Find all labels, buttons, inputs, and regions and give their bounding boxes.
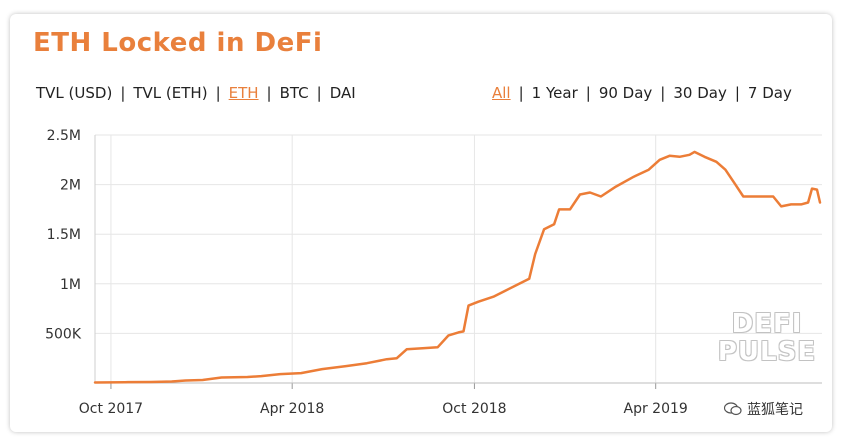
tab-eth[interactable]: ETH: [228, 84, 259, 102]
metric-selector: TVL (USD) | TVL (ETH) | ETH | BTC | DAI: [36, 84, 356, 102]
series-line-eth-locked: [93, 150, 822, 384]
nav-separator: |: [266, 84, 272, 102]
wechat-badge: 蓝狐笔记: [720, 398, 807, 420]
x-tick-label: Oct 2018: [442, 401, 506, 417]
nav-separator: |: [585, 84, 591, 102]
y-tick-label: 2M: [60, 178, 81, 194]
nav-separator: |: [215, 84, 221, 102]
series-layer: [93, 150, 822, 384]
x-tick-label: Apr 2019: [624, 401, 688, 417]
watermark-line-1: DEFI: [731, 309, 803, 339]
tab-tvl-usd[interactable]: TVL (USD): [36, 84, 113, 102]
range-30-day[interactable]: 30 Day: [673, 84, 727, 102]
nav-separator: |: [518, 84, 524, 102]
watermark-line-2: PULSE: [717, 337, 817, 367]
grid: [95, 134, 822, 383]
nav-separator: |: [120, 84, 126, 102]
nav-separator: |: [660, 84, 666, 102]
nav-separator: |: [734, 84, 740, 102]
nav-separator: |: [316, 84, 322, 102]
y-tick-label: 1M: [60, 277, 81, 293]
wechat-icon: [724, 402, 742, 416]
range-1-year[interactable]: 1 Year: [531, 84, 578, 102]
range-7-day[interactable]: 7 Day: [747, 84, 792, 102]
y-tick-label: 1.5M: [47, 227, 81, 243]
defi-pulse-watermark: DEFI PULSE: [712, 310, 822, 366]
tab-tvl-eth[interactable]: TVL (ETH): [133, 84, 208, 102]
y-tick-label: 500K: [45, 326, 82, 342]
range-90-day[interactable]: 90 Day: [598, 84, 653, 102]
tab-dai[interactable]: DAI: [329, 84, 356, 102]
range-all[interactable]: All: [492, 84, 511, 102]
axes: 2.5M 2M 1.5M 1M 500K Oct 2017 Apr 2018 Oct 2018…: [45, 128, 822, 417]
page-title: ETH Locked in DeFi: [33, 28, 323, 58]
y-tick-label: 2.5M: [47, 128, 81, 144]
x-tick-label: Oct 2017: [79, 401, 143, 417]
chart-card: [10, 14, 832, 432]
wechat-label: 蓝狐笔记: [747, 402, 803, 418]
tab-btc[interactable]: BTC: [279, 84, 309, 102]
x-tick-label: Apr 2018: [260, 401, 324, 417]
range-selector: All | 1 Year | 90 Day | 30 Day | 7 Day: [492, 84, 792, 102]
